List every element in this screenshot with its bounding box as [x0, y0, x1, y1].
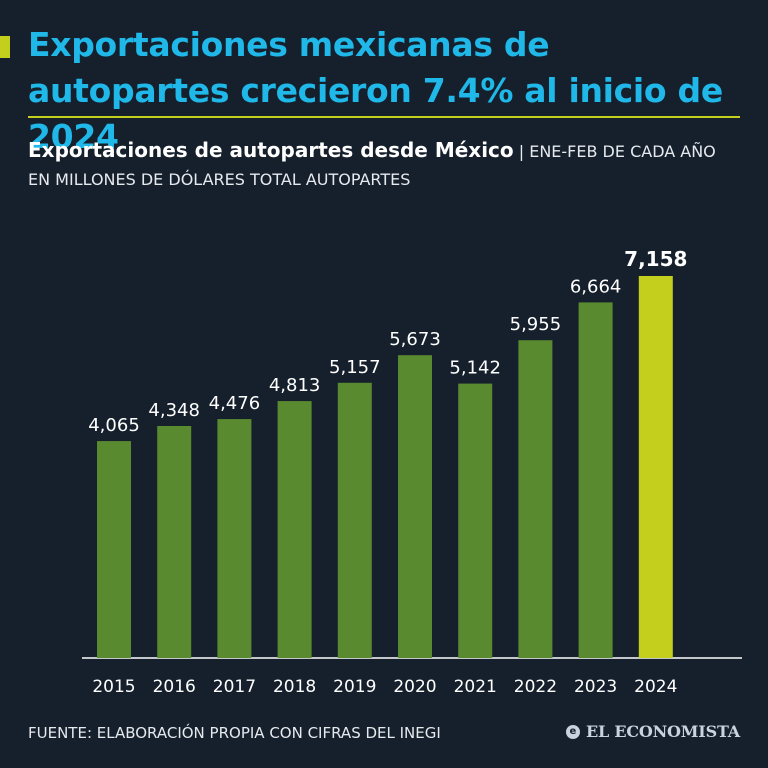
brand-logo: e EL ECONOMISTA [565, 722, 740, 741]
x-tick-label-2019: 2019 [333, 677, 376, 697]
bar-2015 [97, 441, 131, 658]
x-tick-label-2023: 2023 [574, 677, 617, 697]
bar-2024 [638, 276, 673, 658]
x-tick-label-2020: 2020 [393, 677, 436, 697]
bar-2022 [518, 340, 553, 658]
headline: Exportaciones mexicanas de autopartes cr… [28, 25, 723, 156]
x-tick-label-2015: 2015 [92, 677, 135, 697]
chart-title: Exportaciones de autopartes desde México [28, 138, 514, 162]
value-label-2021: 5,142 [449, 358, 501, 379]
headline-divider [28, 116, 740, 118]
bar-2016 [157, 426, 192, 658]
value-label-2022: 5,955 [510, 314, 562, 335]
x-tick-label-2016: 2016 [153, 677, 196, 697]
headline-accent-mark [0, 36, 10, 58]
value-label-2017: 4,476 [209, 393, 261, 414]
x-tick-label-2017: 2017 [213, 677, 256, 697]
value-label-2024: 7,158 [624, 247, 687, 271]
bar-2017 [217, 419, 252, 658]
x-tick-label-2021: 2021 [454, 677, 497, 697]
value-label-2015: 4,065 [88, 415, 140, 436]
chart-units-note: | ENE-FEB DE CADA AÑO EN MILLONES DE DÓL… [28, 142, 716, 189]
chart-subtitle: Exportaciones de autopartes desde México… [28, 136, 740, 194]
bar-2018 [277, 401, 312, 658]
bar-2023 [578, 302, 613, 658]
x-tick-label-2022: 2022 [514, 677, 557, 697]
bar-2020 [398, 355, 432, 658]
source-note: FUENTE: ELABORACIÓN PROPIA CON CIFRAS DE… [28, 724, 441, 742]
value-label-2016: 4,348 [148, 400, 200, 421]
x-tick-label-2024: 2024 [634, 677, 677, 697]
brand-name: EL ECONOMISTA [585, 722, 740, 741]
brand-icon: e [565, 724, 580, 739]
value-label-2018: 4,813 [269, 375, 321, 396]
x-tick-label-2018: 2018 [273, 677, 316, 697]
value-label-2023: 6,664 [570, 276, 622, 297]
bar-2019 [337, 382, 372, 658]
value-label-2019: 5,157 [329, 357, 381, 378]
value-label-2020: 5,673 [389, 329, 441, 350]
bar-2021 [458, 383, 493, 658]
